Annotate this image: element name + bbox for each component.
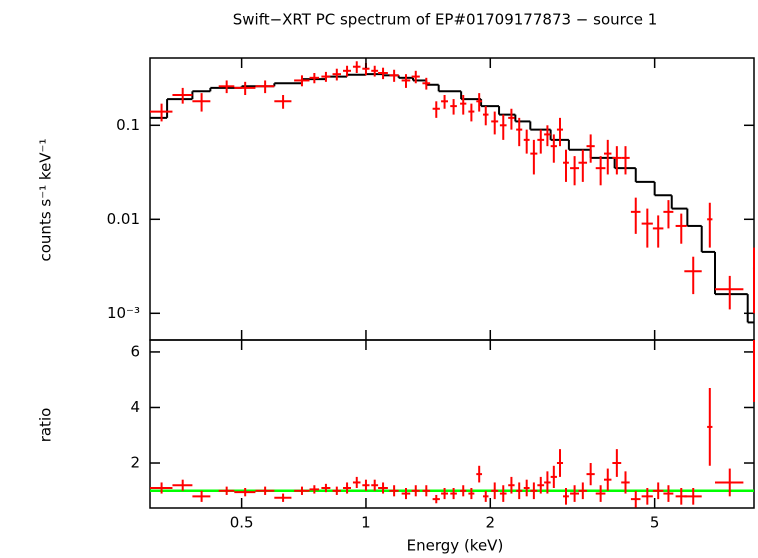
x-tick-label: 5 (650, 514, 660, 532)
x-tick-label: 0.5 (230, 514, 254, 532)
plot-frame (149, 57, 755, 341)
y-tick-label: 0.01 (107, 210, 140, 228)
y-tick-label: 10⁻³ (107, 304, 140, 322)
y-tick-label: 0.1 (116, 116, 140, 134)
y-axis-label: counts s⁻¹ keV⁻¹ (37, 139, 55, 262)
plot-frame (149, 339, 755, 509)
x-tick-label: 1 (361, 514, 371, 532)
x-tick-label: 2 (486, 514, 496, 532)
y-tick-label: 4 (130, 398, 140, 416)
y-tick-label: 2 (130, 454, 140, 472)
y-tick-label: 6 (130, 342, 140, 360)
chart-title: Swift−XRT PC spectrum of EP#01709177873 … (233, 11, 658, 29)
y-axis-label: ratio (37, 408, 55, 443)
x-axis-label: Energy (keV) (407, 537, 504, 555)
